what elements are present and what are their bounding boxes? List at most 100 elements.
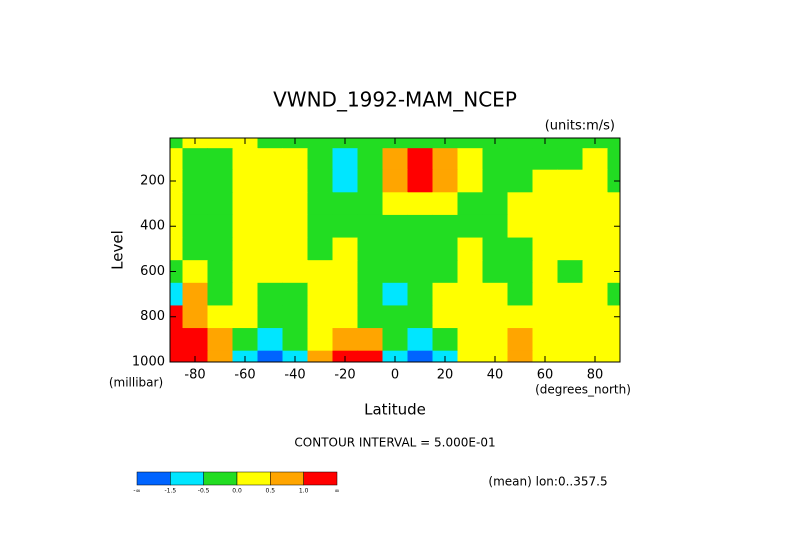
x-tick-label: 40	[487, 368, 504, 383]
contour-cell	[407, 169, 433, 193]
contour-cell	[232, 328, 258, 352]
contour-cell	[582, 305, 608, 329]
contour-cell	[407, 328, 433, 352]
contour-cell	[332, 192, 358, 216]
contour-cell	[407, 305, 433, 329]
contour-cell	[332, 282, 358, 306]
contour-cell	[282, 169, 308, 193]
contour-cell	[407, 148, 433, 171]
contour-cell	[532, 237, 558, 261]
contour-cell	[307, 305, 333, 329]
contour-note: CONTOUR INTERVAL = 5.000E-01	[294, 436, 495, 450]
y-axis-label: Level	[109, 230, 127, 270]
contour-cell	[432, 148, 458, 171]
contour-cell	[582, 192, 608, 216]
contour-cell	[382, 328, 408, 352]
contour-cell	[232, 148, 258, 171]
contour-cell	[407, 282, 433, 306]
contour-cell	[582, 169, 608, 193]
contour-cell	[357, 214, 383, 239]
contour-cell	[457, 260, 483, 284]
contour-cell	[332, 214, 358, 239]
contour-cell	[482, 214, 508, 239]
contour-cell	[170, 282, 183, 306]
contour-cell	[507, 237, 533, 261]
contour-cell	[432, 260, 458, 284]
contour-cell	[357, 260, 383, 284]
contour-cell	[507, 214, 533, 239]
contour-cell	[432, 192, 458, 216]
contour-cell	[170, 138, 183, 149]
contour-cell	[407, 214, 433, 239]
x-tick-label: -40	[284, 368, 305, 383]
contour-cell	[482, 192, 508, 216]
contour-cell	[182, 214, 208, 239]
contour-cell	[357, 350, 383, 363]
y-tick-label: 400	[140, 219, 165, 234]
contour-cell	[607, 192, 621, 216]
contour-cell	[432, 305, 458, 329]
contour-cell	[532, 214, 558, 239]
contour-cell	[332, 328, 358, 352]
contour-cell	[232, 260, 258, 284]
contour-cell	[182, 305, 208, 329]
contour-cell	[432, 237, 458, 261]
contour-cell	[557, 282, 583, 306]
contour-cell	[257, 328, 283, 352]
contour-cell	[332, 148, 358, 171]
contour-cell	[170, 328, 183, 352]
contour-cell	[257, 138, 283, 149]
contour-cell	[232, 282, 258, 306]
contour-cell	[457, 305, 483, 329]
footer: (mean) lon:0..357.5	[488, 475, 607, 489]
contour-cell	[507, 138, 533, 149]
contour-cell	[557, 138, 583, 149]
contour-cell	[557, 350, 583, 363]
x-tick-label: 60	[537, 368, 554, 383]
contour-cell	[557, 305, 583, 329]
contour-cell	[457, 282, 483, 306]
contour-cell	[282, 237, 308, 261]
colorbar-label: 0.5	[266, 488, 276, 495]
y-tick-label: 800	[140, 309, 165, 324]
contour-cell	[507, 192, 533, 216]
contour-cell	[532, 148, 558, 171]
contour-cell	[532, 282, 558, 306]
contour-cell	[582, 237, 608, 261]
contour-cell	[482, 260, 508, 284]
contour-cell	[207, 214, 233, 239]
colorbar-label: 0.0	[232, 488, 242, 495]
contour-cell	[307, 282, 333, 306]
contour-cell	[357, 138, 383, 149]
contour-cell	[357, 305, 383, 329]
contour-cell	[607, 328, 621, 352]
contour-cell	[407, 138, 433, 149]
contour-cell	[507, 148, 533, 171]
contour-cell	[207, 138, 233, 149]
contour-cell	[457, 214, 483, 239]
contour-cell	[207, 192, 233, 216]
contour-cell	[332, 237, 358, 261]
colorbar-swatch	[236, 471, 271, 486]
contour-cell	[507, 328, 533, 352]
contour-cell	[382, 169, 408, 193]
contour-cell	[532, 260, 558, 284]
colorbar-label: ∞	[335, 488, 340, 495]
contour-cell	[257, 350, 283, 363]
contour-cell	[257, 148, 283, 171]
contour-cell	[282, 260, 308, 284]
contour-cell	[307, 328, 333, 352]
contour-cell	[307, 169, 333, 193]
units: (units:m/s)	[545, 119, 615, 134]
contour-cell	[607, 350, 621, 363]
contour-cell	[482, 148, 508, 171]
contour-cell	[482, 237, 508, 261]
contour-cell	[257, 305, 283, 329]
x-tick-label: 20	[437, 368, 454, 383]
contour-cell	[382, 214, 408, 239]
contour-cell	[557, 237, 583, 261]
colorbar-swatch	[170, 471, 204, 486]
contour-cell	[382, 192, 408, 216]
colorbar-swatch	[270, 471, 304, 486]
x-tick-label: 80	[587, 368, 604, 383]
